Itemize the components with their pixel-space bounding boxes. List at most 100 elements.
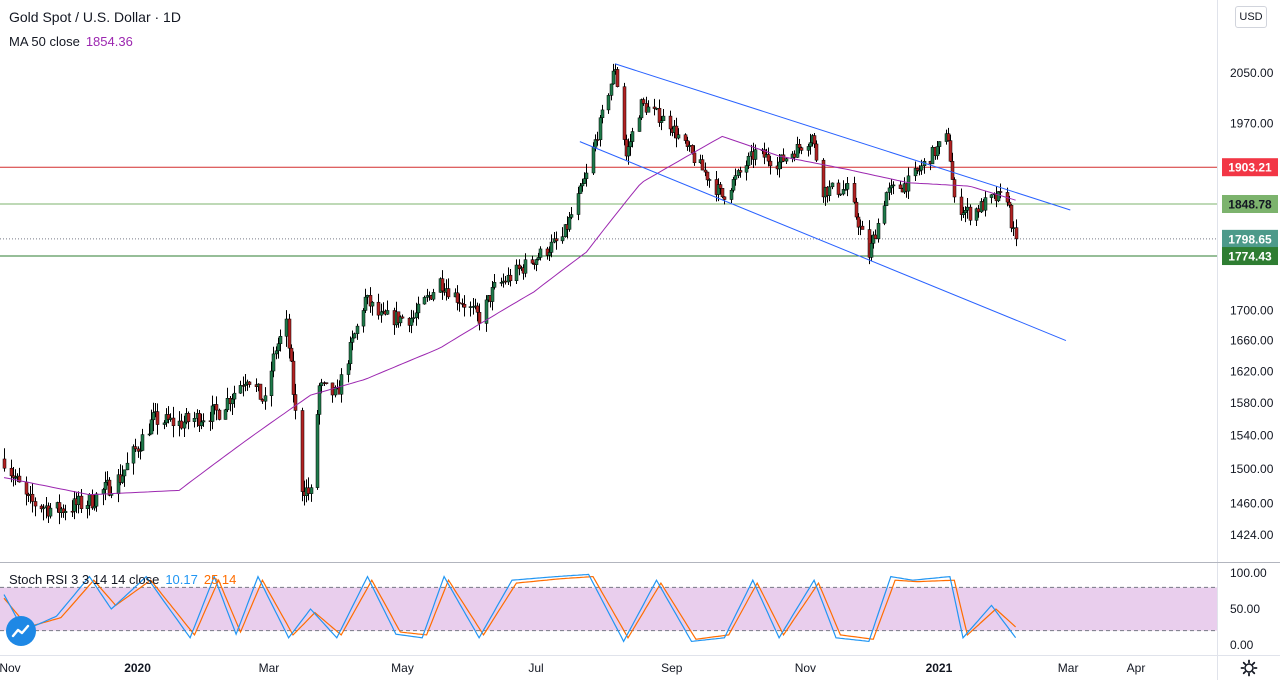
price-label: 1848.78	[1228, 197, 1272, 211]
candle-body	[630, 131, 635, 142]
x-tick-label: Mar	[259, 661, 280, 675]
candle-body	[937, 141, 942, 147]
candle-body	[490, 287, 495, 302]
candle-body	[567, 217, 572, 230]
tradingview-logo-icon[interactable]	[6, 616, 36, 646]
candle-body	[258, 383, 263, 400]
candles	[2, 63, 1019, 525]
y-tick-label: 1700.00	[1230, 303, 1274, 317]
candle-body	[30, 493, 35, 502]
candle-body	[514, 264, 519, 282]
candle-body	[838, 193, 843, 196]
candle-body	[41, 507, 46, 510]
candle-body	[414, 312, 419, 318]
candle-body	[768, 160, 773, 167]
candle-body	[484, 299, 489, 324]
candle-body	[363, 296, 368, 311]
candle-body	[989, 194, 994, 198]
candle-body	[547, 252, 552, 256]
candle-body	[192, 418, 197, 422]
x-tick-label: 2021	[926, 661, 953, 675]
candle-body	[223, 409, 228, 420]
candle-body	[477, 312, 482, 324]
candle-body	[733, 175, 738, 180]
candle-body	[626, 146, 631, 157]
candle-body	[952, 179, 957, 198]
candle-body	[746, 155, 751, 166]
candle-body	[365, 295, 370, 298]
candle-body	[584, 172, 589, 179]
candle-body	[729, 189, 734, 200]
candle-body	[523, 259, 528, 274]
candle-body	[455, 292, 460, 303]
candle-body	[595, 139, 600, 141]
candle-body	[722, 196, 727, 200]
candle-body	[422, 297, 427, 305]
candle-body	[352, 333, 357, 339]
price-label-box	[1222, 229, 1278, 248]
candle-body	[263, 395, 268, 402]
y-tick-label: 1660.00	[1230, 334, 1274, 348]
price-label-box	[1222, 194, 1278, 213]
candle-body	[582, 178, 587, 184]
currency-button[interactable]: USD	[1235, 6, 1267, 28]
candle-body	[549, 241, 554, 253]
price-label: 1903.21	[1228, 161, 1272, 175]
candle-body	[232, 392, 237, 400]
candle-body	[149, 419, 154, 435]
candle-body	[996, 191, 1001, 202]
candle-body	[162, 422, 167, 425]
candle-body	[398, 316, 403, 324]
stoch-k-line	[3, 573, 1017, 643]
y-tick-label: 1620.00	[1230, 364, 1274, 378]
stoch-y-tick-label: 0.00	[1230, 638, 1254, 652]
candle-body	[431, 292, 436, 300]
candle-body	[120, 475, 125, 483]
candle-body	[591, 147, 596, 174]
candle-body	[703, 169, 708, 173]
candle-body	[416, 303, 421, 314]
x-tick-label: Sep	[661, 661, 683, 675]
candle-body	[948, 140, 953, 162]
candle-body	[309, 487, 314, 494]
candle-body	[700, 159, 705, 171]
candle-body	[930, 147, 935, 165]
candle-body	[168, 417, 173, 420]
candle-body	[376, 301, 381, 316]
x-tick-label: 2020	[124, 661, 151, 675]
ma-legend[interactable]: MA 50 close 1854.36	[9, 34, 133, 49]
candle-body	[138, 450, 143, 452]
candle-body	[639, 99, 644, 119]
candle-body	[411, 317, 416, 319]
candle-body	[906, 175, 911, 192]
candle-body	[753, 149, 758, 160]
candle-body	[346, 363, 351, 375]
candle-body	[707, 179, 712, 181]
candle-body	[873, 234, 878, 240]
candle-body	[348, 342, 353, 365]
candle-body	[876, 223, 881, 240]
candle-body	[882, 205, 887, 224]
candle-body	[845, 183, 850, 190]
stoch-legend[interactable]: Stoch RSI 3 3 14 14 close 10.17 25.14	[9, 572, 236, 587]
candle-body	[615, 69, 620, 87]
candle-body	[350, 337, 355, 343]
candle-body	[103, 482, 108, 490]
candle-body	[661, 115, 666, 121]
candle-body	[814, 143, 819, 161]
gear-icon[interactable]	[1240, 659, 1258, 677]
candle-body	[492, 282, 497, 288]
candle-body	[968, 206, 973, 221]
candle-body	[319, 382, 324, 386]
candle-body	[85, 505, 90, 509]
x-tick-label: Jul	[528, 661, 543, 675]
candle-body	[317, 385, 322, 415]
candle-body	[355, 325, 360, 334]
candle-body	[171, 417, 176, 427]
candle-body	[306, 487, 311, 494]
price-label: 1798.65	[1228, 232, 1272, 246]
candle-body	[440, 278, 445, 292]
candle-body	[808, 142, 813, 147]
candle-body	[836, 182, 841, 195]
